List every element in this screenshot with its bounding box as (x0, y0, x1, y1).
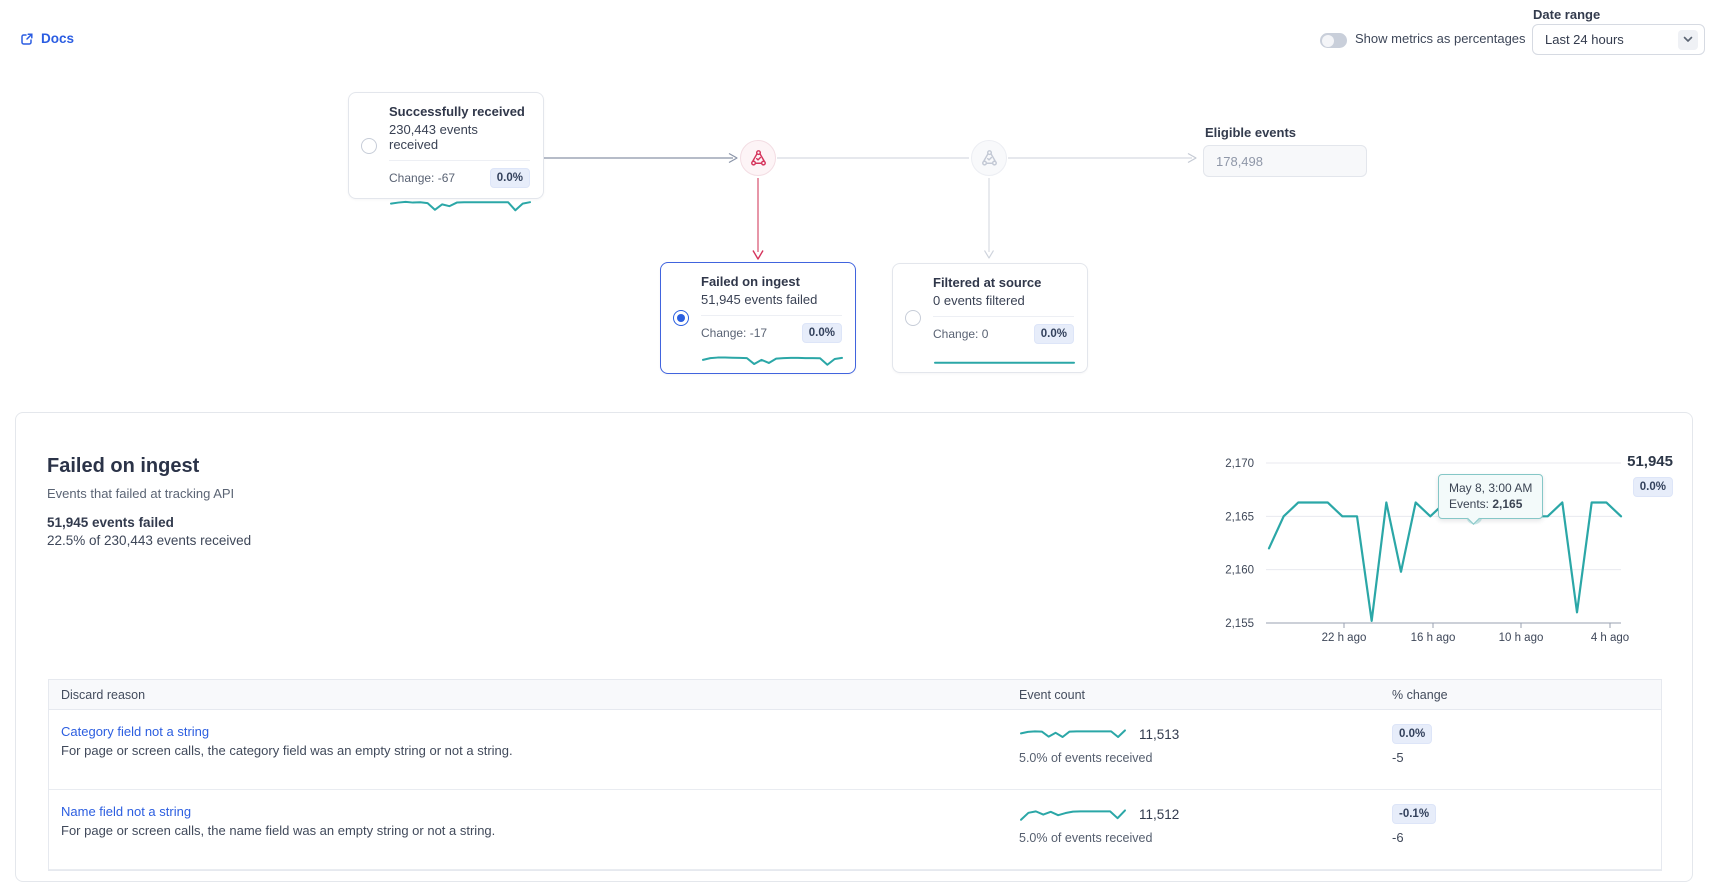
tooltip-events-value: 2,165 (1492, 497, 1523, 511)
card-filtered-at-source[interactable]: Filtered at source 0 events filtered Cha… (892, 263, 1088, 373)
card-successfully-received[interactable]: Successfully received 230,443 events rec… (348, 92, 544, 212)
table-row: Category field not a string For page or … (49, 710, 1661, 790)
date-range-label: Date range (1533, 7, 1601, 22)
table-header: Discard reason Event count % change (49, 680, 1661, 710)
card-title: Successfully received (389, 104, 525, 119)
date-range-value: Last 24 hours (1545, 32, 1624, 47)
chevron-down-icon (1678, 29, 1698, 50)
discard-reason-description: For page or screen calls, the category f… (61, 743, 513, 758)
docs-label: Docs (41, 31, 75, 46)
svg-text:10 h ago: 10 h ago (1499, 632, 1544, 644)
event-count-value: 11,513 (1139, 726, 1180, 742)
tooltip-date: May 8, 3:00 AM (1449, 481, 1533, 495)
svg-text:4 h ago: 4 h ago (1591, 632, 1629, 644)
panel-title: Failed on ingest (47, 455, 200, 477)
svg-text:2,155: 2,155 (1225, 618, 1254, 630)
metrics-toggle-label: Show metrics as percentages (1355, 31, 1526, 46)
failed-on-ingest-panel: Failed on ingest Events that failed at t… (15, 412, 1693, 882)
sparkline (390, 200, 531, 212)
svg-text:16 h ago: 16 h ago (1411, 632, 1456, 644)
date-range-select[interactable]: Last 24 hours (1532, 24, 1705, 55)
delta-value: -5 (1392, 750, 1404, 765)
eligible-events-label: Eligible events (1205, 125, 1297, 140)
change-label: Change: -17 (701, 326, 768, 340)
pct-change-badge: -0.1% (1392, 804, 1437, 824)
discard-reason-link[interactable]: Category field not a string (61, 724, 210, 739)
col-pct-change: % change (1392, 687, 1448, 702)
change-badge: 0.0% (489, 168, 530, 188)
chart-tooltip: May 8, 3:00 AM Events: 2,165 (1438, 474, 1544, 519)
event-share: 5.0% of events received (1019, 831, 1153, 845)
discard-reason-link[interactable]: Name field not a string (61, 804, 192, 819)
discard-reasons-table: Discard reason Event count % change Cate… (48, 679, 1662, 871)
toggle-knob (1321, 34, 1334, 47)
svg-text:2,170: 2,170 (1225, 458, 1254, 470)
stat-events-failed: 51,945 events failed (47, 515, 174, 530)
discard-reason-description: For page or screen calls, the name field… (61, 823, 496, 838)
chart-total-badge: 0.0% (1632, 477, 1673, 497)
col-event-count: Event count (1019, 687, 1086, 702)
table-row: Name field not a string For page or scre… (49, 790, 1661, 870)
metrics-percentages-toggle[interactable] (1320, 33, 1347, 48)
chart-total-block: 51,945 0.0% (1611, 453, 1673, 497)
change-label: Change: 0 (933, 327, 989, 341)
card-subtitle: 230,443 events received (389, 122, 478, 152)
radio-filtered-at-source[interactable] (905, 310, 921, 326)
col-discard-reason: Discard reason (61, 687, 146, 702)
svg-text:2,165: 2,165 (1225, 511, 1254, 523)
card-failed-on-ingest[interactable]: Failed on ingest 51,945 events failed Ch… (660, 262, 856, 374)
sparkline (1020, 809, 1126, 821)
change-label: Change: -67 (389, 171, 456, 185)
event-count-value: 11,512 (1139, 806, 1180, 822)
pipeline-connectors (544, 152, 1197, 260)
stat-share-of-received: 22.5% of 230,443 events received (47, 533, 252, 548)
panel-subtitle: Events that failed at tracking API (47, 486, 235, 501)
card-subtitle: 51,945 events failed (701, 292, 818, 307)
eligible-events-input[interactable] (1203, 145, 1367, 177)
pct-change-badge: 0.0% (1392, 724, 1433, 744)
card-title: Filtered at source (933, 275, 1042, 290)
svg-text:22 h ago: 22 h ago (1322, 632, 1367, 644)
docs-link[interactable]: Docs (20, 31, 74, 46)
radio-failed-on-ingest[interactable] (673, 310, 689, 326)
ingest-validation-node-icon (740, 140, 776, 176)
sparkline (934, 361, 1075, 364)
sparkline (702, 356, 843, 366)
external-link-icon (21, 32, 33, 45)
card-subtitle: 0 events filtered (933, 293, 1025, 308)
event-share: 5.0% of events received (1019, 751, 1153, 765)
source-filter-node-icon (971, 140, 1007, 176)
chart-total-value: 51,945 (1627, 453, 1673, 470)
delta-value: -6 (1392, 830, 1404, 845)
change-badge: 0.0% (1033, 324, 1074, 344)
svg-text:2,160: 2,160 (1225, 565, 1254, 577)
sparkline (1020, 729, 1126, 738)
radio-successfully-received[interactable] (361, 137, 377, 154)
change-badge: 0.0% (801, 323, 842, 343)
card-title: Failed on ingest (701, 274, 800, 289)
tooltip-events: Events: 2,165 (1449, 497, 1523, 511)
